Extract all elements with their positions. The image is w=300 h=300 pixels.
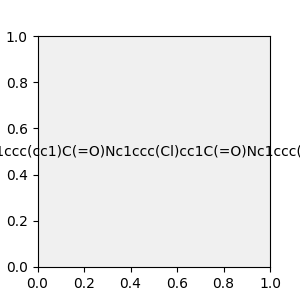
Text: COc1ccc(cc1)C(=O)Nc1ccc(Cl)cc1C(=O)Nc1ccc(F)cc1: COc1ccc(cc1)C(=O)Nc1ccc(Cl)cc1C(=O)Nc1cc… — [0, 145, 300, 158]
